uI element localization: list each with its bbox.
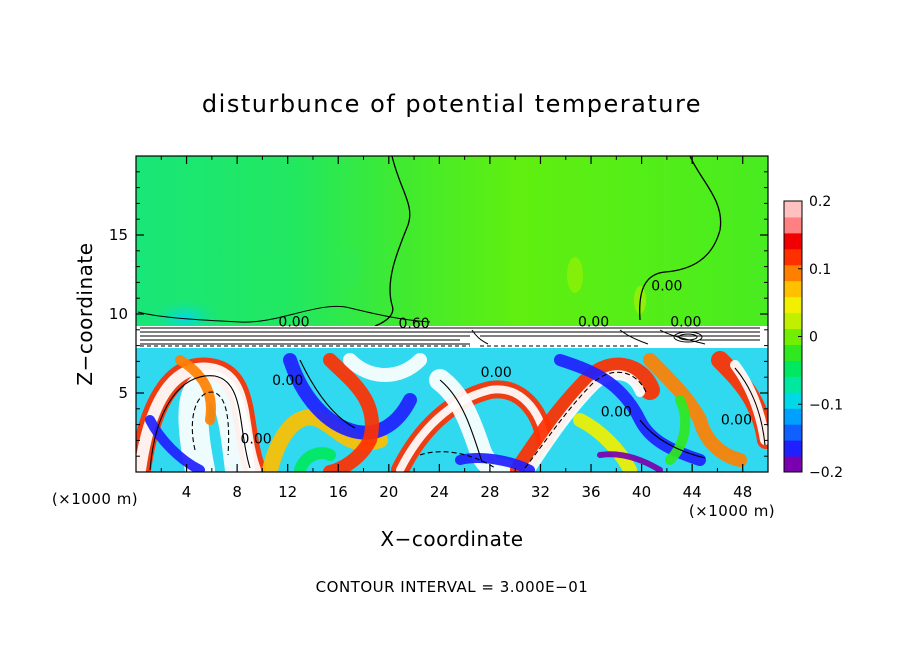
x-tick-label: 36 (581, 483, 600, 501)
colorbar-swatch (784, 344, 802, 361)
x-tick-label: 16 (329, 483, 348, 501)
inversion-band (136, 326, 768, 348)
colorbar-swatch (784, 312, 802, 330)
turbulent-swirl (283, 353, 417, 440)
contour-label: 0.60 (398, 316, 429, 332)
colorbar-swatch (784, 248, 802, 266)
contour-line (439, 379, 483, 463)
colorbar-tick-label: −0.2 (809, 465, 843, 481)
colorbar-tick-label: 0.2 (809, 194, 831, 210)
turbulent-swirl (455, 453, 535, 472)
colorbar-swatch (784, 456, 802, 473)
x-unit-right: (×1000 m) (689, 502, 775, 520)
turbulent-swirl (175, 355, 216, 425)
x-tick-label: 4 (182, 483, 192, 501)
contour-label: 0.00 (651, 278, 682, 294)
turbulent-swirl (573, 413, 637, 472)
colorbar-swatch (784, 360, 802, 377)
colorbar-swatch (784, 424, 802, 441)
contour-label: 0.00 (670, 315, 701, 331)
colorbar-swatch (784, 328, 802, 345)
turbulent-swirl (665, 395, 691, 465)
colorbar-swatch (784, 440, 802, 457)
colorbar-swatch (784, 264, 802, 282)
turbulent-swirl (323, 353, 379, 472)
contour-label: 0.00 (601, 405, 632, 421)
colorbar-tick-label: −0.1 (809, 397, 843, 413)
x-tick-label: 40 (632, 483, 651, 501)
contour-line (639, 419, 706, 459)
turbulent-swirl (525, 370, 645, 472)
x-tick-label: 32 (531, 483, 550, 501)
x-unit-left: (×1000 m) (52, 490, 138, 508)
colorbar-swatch (784, 201, 802, 218)
contour-line (191, 391, 230, 456)
turbulent-swirl (145, 415, 205, 472)
turbulent-swirl (343, 353, 427, 382)
contour-interval-note: CONTOUR INTERVAL = 3.000E−01 (316, 578, 589, 596)
x-tick-label: 28 (480, 483, 499, 501)
turbulent-swirl (396, 385, 549, 472)
contour-line (734, 367, 766, 446)
y-tick-label: 5 (118, 384, 128, 402)
x-tick-label: 48 (733, 483, 752, 501)
turbulent-swirl (597, 451, 663, 472)
plot-area (136, 156, 768, 472)
y-axis-label: Z−coordinate (73, 242, 97, 385)
turbulent-swirl (294, 447, 336, 472)
upper-field (136, 156, 768, 328)
colorbar-tick-label: 0 (809, 330, 818, 346)
colorbar-swatch (784, 216, 802, 234)
colorbar-swatch (784, 408, 802, 425)
contour-line (419, 451, 496, 469)
colorbar-tick-label: 0.1 (809, 262, 831, 278)
contour-label: 0.00 (272, 373, 303, 389)
colorbar-swatch (784, 232, 802, 250)
colorbar-swatch (784, 392, 802, 409)
contour-label: 0.00 (578, 315, 609, 331)
contour-label: 0.00 (721, 413, 752, 429)
x-tick-label: 24 (430, 483, 449, 501)
x-tick-label: 8 (232, 483, 242, 501)
y-tick-label: 10 (109, 305, 128, 323)
colorbar: 0.2 0.1 0 −0.1 −0.2 (783, 194, 843, 481)
contour-label: 0.00 (278, 315, 309, 331)
x-axis: 4 8 12 16 20 24 28 32 36 40 44 48 (160, 156, 752, 501)
x-axis-label: X−coordinate (380, 527, 523, 551)
colorbar-swatch (784, 296, 802, 314)
x-tick-label: 44 (683, 483, 702, 501)
contour-label: 0.00 (481, 365, 512, 381)
turbulent-swirl (510, 357, 660, 472)
contour-labels: 0.00 0.60 0.00 0.00 0.00 0.00 0.00 0.00 0.00 0.00 (240, 278, 751, 447)
contour-label: 0.00 (240, 432, 271, 448)
y-tick-label: 15 (109, 226, 128, 244)
colorbar-swatch (784, 280, 802, 298)
colorbar-swatch (784, 376, 802, 393)
chart-title: disturbunce of potential temperature (202, 90, 702, 118)
contour-line (149, 375, 251, 471)
contour-line (299, 359, 356, 429)
turbulent-swirl (429, 369, 516, 472)
turbulent-structures (136, 351, 768, 472)
x-tick-label: 20 (379, 483, 398, 501)
x-tick-label: 12 (278, 483, 297, 501)
turbulent-swirl (643, 353, 747, 467)
y-axis: 5 10 15 (109, 171, 768, 457)
